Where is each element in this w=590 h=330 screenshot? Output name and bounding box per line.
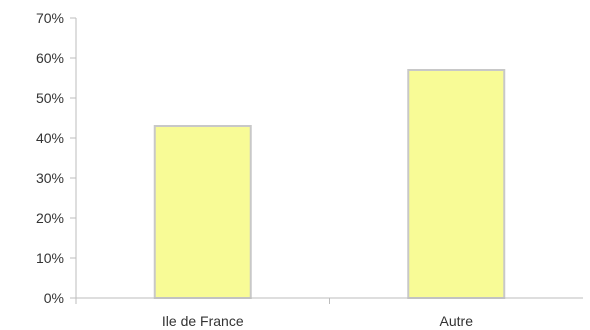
y-tick-label: 40% [36,130,64,146]
y-tick-label: 70% [36,10,64,26]
x-tick-label: Ile de France [162,313,244,329]
y-tick-label: 10% [36,250,64,266]
bars [153,69,506,299]
y-tick-label: 30% [36,170,64,186]
x-axis-ticks: Ile de France Autre [162,298,473,329]
bar-autre [407,69,506,299]
y-tick-label: 20% [36,210,64,226]
bar-ile-de-france [153,125,252,299]
y-axis-ticks: 0% 10% 20% 30% 40% 50% 60% 70% [36,10,76,306]
x-tick-label: Autre [440,313,474,329]
y-tick-label: 50% [36,90,64,106]
y-tick-label: 0% [44,290,64,306]
y-tick-label: 60% [36,50,64,66]
